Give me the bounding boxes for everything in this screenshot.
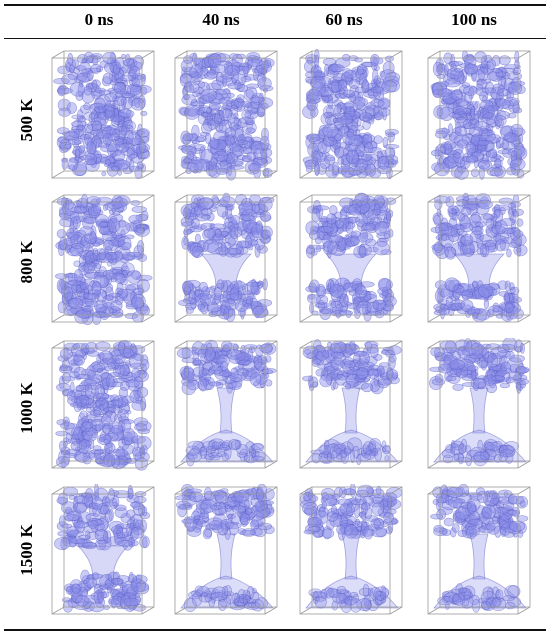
table-header-rule [4,38,546,39]
snapshot-cell [296,338,406,472]
row-label-1000k: 1000 K [17,382,36,434]
column-header-60ns: 60 ns [325,10,363,29]
row-label-800k: 800 K [17,240,36,284]
table-top-rule [4,4,546,6]
snapshot-cell [424,48,534,182]
column-header-100ns: 100 ns [451,10,497,29]
table-bottom-rule [4,629,546,631]
row-label-500k: 500 K [17,98,36,142]
column-header-0ns: 0 ns [84,10,114,29]
snapshot-cell [48,338,158,472]
snapshot-cell [296,48,406,182]
snapshot-cell [424,192,534,326]
snapshot-cell [171,48,281,182]
snapshot-cell [171,192,281,326]
snapshot-cell [424,484,534,618]
snapshot-cell [171,338,281,472]
snapshot-cell [296,192,406,326]
snapshot-cell [424,338,534,472]
snapshot-cell [296,484,406,618]
column-header-40ns: 40 ns [202,10,240,29]
snapshot-cell [48,484,158,618]
row-label-1500k: 1500 K [17,524,36,576]
snapshot-cell [48,192,158,326]
snapshot-cell [171,484,281,618]
snapshot-cell [48,48,158,182]
